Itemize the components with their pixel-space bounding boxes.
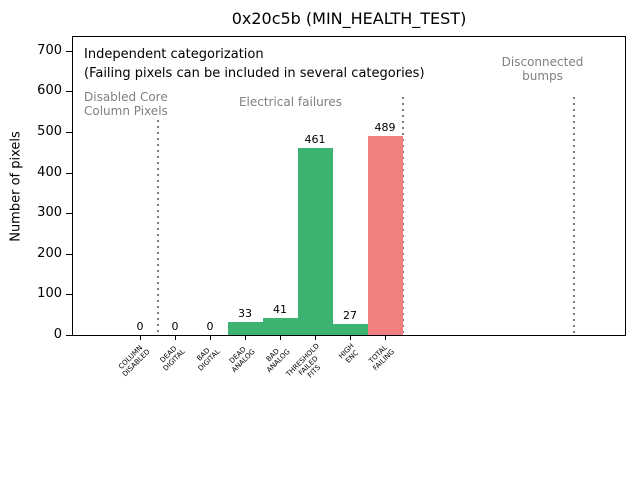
bar-value-label: 27 [343,309,357,323]
bar [262,318,298,335]
bar [332,324,368,335]
section-label: Disabled Core Column Pixels [84,89,168,119]
y-tick-label: 600 [37,83,62,99]
bar-value-label: 489 [374,121,396,135]
section-label: Disconnected bumps [501,54,584,84]
section-label: Electrical failures [238,94,343,109]
bar [367,136,403,335]
x-tick-label: BAD DIGITAL [195,346,222,373]
annotation-line-1: Independent categorization [84,47,264,62]
annotation-block: Independent categorization (Failing pixe… [84,45,425,83]
y-tick-mark [66,335,72,336]
x-tick-label: DEAD DIGITAL [158,344,187,373]
section-separator [401,97,404,335]
y-tick-label: 200 [37,245,62,261]
plot-area: Independent categorization (Failing pixe… [72,36,626,336]
y-tick-label: 500 [37,124,62,139]
x-tick-mark [174,336,176,340]
y-tick-mark [66,50,72,52]
bar [297,147,333,335]
y-tick-mark [66,172,72,174]
x-tick-mark [314,336,316,340]
bar-value-label: 0 [206,320,214,333]
bar [227,321,263,335]
y-tick-label: 700 [37,42,62,58]
bar-value-label: 0 [136,320,144,333]
section-separator [573,97,575,335]
x-tick-label: TOTAL FAILING [367,343,397,373]
x-tick-mark [279,336,281,340]
x-tick-label: HIGH ENC [337,342,361,365]
y-tick-label: 400 [37,164,62,180]
y-tick-mark [66,253,72,255]
x-tick-label: COLUMN DISABLED [116,343,152,379]
annotation-line-2: (Failing pixels can be included in sever… [84,66,425,81]
x-tick-mark [139,336,141,340]
x-tick-mark [349,336,351,340]
x-tick-mark [244,336,246,340]
y-tick-label: 300 [37,205,62,221]
y-tick-label: 100 [37,286,62,302]
y-tick-mark [66,91,72,93]
bar-value-label: 0 [171,320,179,333]
x-tick-mark [209,336,211,340]
y-tick-mark [66,213,72,215]
y-tick-label: 0 [53,327,62,342]
bar-value-label: 461 [304,132,326,146]
x-tick-mark [384,336,386,340]
x-tick-label: THRESHOLD FAILED FITS [284,342,322,380]
section-separator [156,119,159,335]
bar-value-label: 33 [238,306,252,320]
y-tick-mark [66,132,72,133]
y-tick-mark [66,294,72,296]
chart-title: 0x20c5b (MIN_HEALTH_TEST) [231,9,467,28]
x-tick-label: DEAD ANALOG [227,345,257,375]
bar-value-label: 41 [273,303,287,317]
